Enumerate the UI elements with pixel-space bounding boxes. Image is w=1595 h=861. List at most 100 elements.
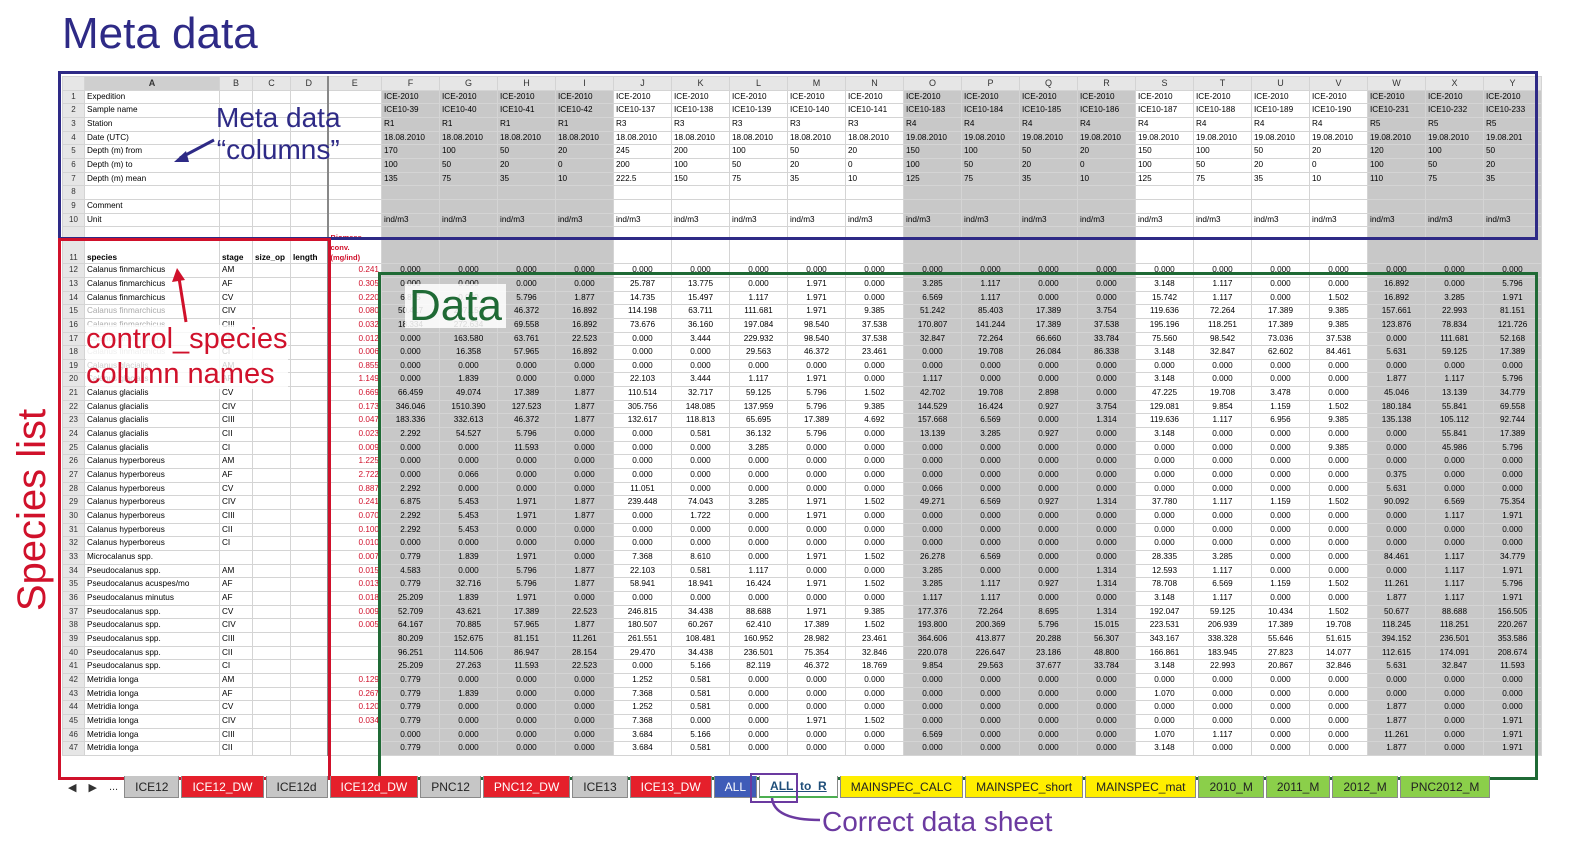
data-cell[interactable]: 1.070 bbox=[1135, 727, 1194, 743]
data-cell[interactable]: 1.971 bbox=[787, 550, 846, 565]
meta-value-cell[interactable]: 19.08.2010 bbox=[1135, 130, 1194, 146]
meta-value-cell[interactable]: R4 bbox=[1135, 116, 1194, 132]
data-cell[interactable]: 72.264 bbox=[1193, 304, 1252, 319]
data-cell[interactable]: 1.314 bbox=[1077, 577, 1136, 592]
data-cell[interactable]: 0.000 bbox=[381, 331, 440, 347]
data-cell[interactable]: 0.000 bbox=[729, 727, 788, 743]
data-cell[interactable]: 1.971 bbox=[1483, 727, 1542, 743]
species-name-cell[interactable]: Calanus finmarchicus bbox=[84, 290, 220, 306]
meta-value-cell[interactable]: R1 bbox=[381, 116, 440, 132]
data-cell[interactable]: 81.151 bbox=[497, 631, 556, 647]
meta-value-cell[interactable]: ICE-2010 bbox=[903, 89, 962, 105]
data-cell[interactable]: 0.000 bbox=[1251, 727, 1310, 743]
meta-label-cell[interactable]: Expedition bbox=[84, 89, 220, 105]
length-cell[interactable] bbox=[290, 276, 328, 292]
sheet-tab-all-to-r[interactable]: ALL_to_R bbox=[759, 776, 838, 798]
length-cell[interactable] bbox=[290, 386, 328, 401]
meta-value-cell[interactable]: ICE10-41 bbox=[497, 103, 556, 118]
data-cell[interactable]: 23.461 bbox=[845, 345, 904, 360]
data-cell[interactable]: 98.540 bbox=[787, 331, 846, 347]
data-cell[interactable]: 46.372 bbox=[787, 659, 846, 674]
data-cell[interactable]: 1.971 bbox=[1483, 509, 1542, 524]
data-cell[interactable]: 121.726 bbox=[1483, 317, 1542, 333]
size-op-cell[interactable] bbox=[252, 263, 291, 278]
meta-value-cell[interactable]: ICE-2010 bbox=[613, 89, 672, 105]
data-cell[interactable]: 0.000 bbox=[1077, 590, 1136, 606]
data-cell[interactable]: 1.877 bbox=[555, 577, 614, 592]
data-cell[interactable]: 75.354 bbox=[787, 645, 846, 661]
data-cell[interactable]: 0.000 bbox=[1019, 468, 1078, 483]
data-cell[interactable]: 353.586 bbox=[1483, 631, 1542, 647]
length-cell[interactable] bbox=[290, 509, 328, 524]
data-cell[interactable]: 90.092 bbox=[1367, 495, 1426, 511]
data-cell[interactable]: 0.000 bbox=[613, 440, 672, 456]
data-cell[interactable]: 0.000 bbox=[1483, 700, 1542, 715]
data-cell[interactable]: 6.956 bbox=[1251, 413, 1310, 429]
data-cell[interactable]: 0.000 bbox=[1309, 522, 1368, 538]
data-cell[interactable]: 1.502 bbox=[1309, 604, 1368, 620]
biomass-cell[interactable]: 0.241 bbox=[326, 495, 382, 511]
data-cell[interactable]: 9.385 bbox=[1309, 440, 1368, 456]
meta-value-cell[interactable]: 100 bbox=[961, 144, 1020, 159]
meta-value-cell[interactable]: 35 bbox=[1251, 171, 1310, 187]
species-name-cell[interactable]: Metridia longa bbox=[84, 713, 220, 729]
meta-value-cell[interactable]: ind/m3 bbox=[1019, 212, 1078, 228]
column-header-d[interactable]: D bbox=[290, 76, 328, 91]
data-cell[interactable]: 338.328 bbox=[1193, 631, 1252, 647]
data-cell[interactable]: 0.000 bbox=[1251, 713, 1310, 729]
data-cell[interactable]: 7.368 bbox=[613, 686, 672, 702]
meta-value-cell[interactable]: 0 bbox=[1309, 157, 1368, 173]
meta-value-cell[interactable]: ind/m3 bbox=[1193, 212, 1252, 228]
data-cell[interactable]: 1.502 bbox=[1309, 495, 1368, 511]
row-number[interactable]: 25 bbox=[62, 440, 85, 456]
data-cell[interactable]: 1.971 bbox=[787, 604, 846, 620]
data-cell[interactable]: 3.148 bbox=[1135, 345, 1194, 360]
data-cell[interactable]: 19.708 bbox=[961, 386, 1020, 401]
data-cell[interactable]: 0.000 bbox=[1251, 290, 1310, 306]
data-cell[interactable]: 1.117 bbox=[1193, 276, 1252, 292]
meta-value-cell[interactable]: R4 bbox=[1019, 116, 1078, 132]
data-cell[interactable]: 0.000 bbox=[1251, 686, 1310, 702]
data-cell[interactable]: 137.959 bbox=[729, 399, 788, 415]
meta-value-cell[interactable]: 50 bbox=[787, 144, 846, 159]
size-op-header-cell[interactable]: size_op bbox=[252, 226, 291, 265]
data-cell[interactable]: 0.000 bbox=[1425, 358, 1484, 374]
data-cell[interactable]: 112.615 bbox=[1367, 645, 1426, 661]
data-cell[interactable]: 1.971 bbox=[1483, 590, 1542, 606]
data-cell[interactable]: 0.000 bbox=[1309, 672, 1368, 688]
data-cell[interactable]: 9.385 bbox=[845, 399, 904, 415]
data-cell[interactable]: 59.125 bbox=[1193, 604, 1252, 620]
data-cell[interactable]: 0.000 bbox=[1135, 672, 1194, 688]
data-cell[interactable]: 17.389 bbox=[1251, 618, 1310, 633]
meta-value-cell[interactable]: 222.5 bbox=[613, 171, 672, 187]
data-cell[interactable]: 0.000 bbox=[787, 741, 846, 756]
data-cell[interactable]: 0.000 bbox=[1425, 741, 1484, 756]
size-op-cell[interactable] bbox=[252, 440, 291, 456]
species-name-cell[interactable]: Calanus hyperboreus bbox=[84, 536, 220, 551]
data-cell[interactable]: 0.000 bbox=[787, 686, 846, 702]
data-cell[interactable]: 59.125 bbox=[729, 386, 788, 401]
row-number[interactable]: 21 bbox=[62, 386, 85, 401]
data-cell[interactable]: 123.876 bbox=[1367, 317, 1426, 333]
size-op-cell[interactable] bbox=[252, 481, 291, 497]
biomass-cell[interactable]: 0.018 bbox=[326, 590, 382, 606]
data-cell[interactable]: 0.000 bbox=[1193, 468, 1252, 483]
data-cell[interactable]: 0.000 bbox=[729, 550, 788, 565]
row-number[interactable]: 47 bbox=[62, 741, 85, 756]
cell[interactable] bbox=[961, 226, 1020, 265]
species-name-cell[interactable]: Calanus glacialis bbox=[84, 427, 220, 442]
species-name-cell[interactable]: Calanus hyperboreus bbox=[84, 509, 220, 524]
data-cell[interactable]: 25.209 bbox=[381, 590, 440, 606]
data-cell[interactable]: 32.716 bbox=[439, 577, 498, 592]
data-cell[interactable]: 118.813 bbox=[671, 413, 730, 429]
meta-value-cell[interactable]: ICE10-140 bbox=[787, 103, 846, 118]
data-cell[interactable]: 0.000 bbox=[439, 454, 498, 470]
column-header-h[interactable]: H bbox=[497, 76, 556, 91]
data-cell[interactable]: 81.151 bbox=[1483, 304, 1542, 319]
data-cell[interactable]: 36.160 bbox=[671, 317, 730, 333]
data-cell[interactable]: 0.000 bbox=[1309, 713, 1368, 729]
biomass-cell[interactable]: 0.120 bbox=[326, 700, 382, 715]
size-op-cell[interactable] bbox=[252, 399, 291, 415]
data-cell[interactable]: 0.000 bbox=[1309, 536, 1368, 551]
row-number[interactable]: 43 bbox=[62, 686, 85, 702]
